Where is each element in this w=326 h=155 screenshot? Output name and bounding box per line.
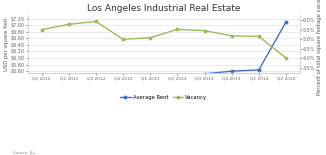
Average Rent xyxy=(284,21,288,23)
Legend: Average Rent, Vacancy: Average Rent, Vacancy xyxy=(120,95,207,100)
Average Rent xyxy=(257,69,261,71)
Vacancy xyxy=(67,23,71,25)
Vacancy xyxy=(148,37,152,39)
Line: Average Rent: Average Rent xyxy=(40,21,287,88)
Vacancy xyxy=(257,35,261,37)
Vacancy xyxy=(175,28,179,30)
Vacancy xyxy=(94,20,98,22)
Vacancy xyxy=(202,30,206,32)
Y-axis label: Percent of total square footage vacant: Percent of total square footage vacant xyxy=(317,0,322,95)
Vacancy xyxy=(121,38,125,40)
Average Rent xyxy=(121,82,125,84)
Average Rent xyxy=(148,80,152,82)
Title: Los Angeles Industrial Real Estate: Los Angeles Industrial Real Estate xyxy=(87,4,241,13)
Average Rent xyxy=(202,73,206,75)
Vacancy xyxy=(230,35,234,37)
Average Rent xyxy=(230,70,234,72)
Y-axis label: USD per square foot: USD per square foot xyxy=(4,17,9,71)
Average Rent xyxy=(67,84,71,86)
Text: Source: JLL: Source: JLL xyxy=(13,151,36,155)
Average Rent xyxy=(94,81,98,83)
Line: Vacancy: Vacancy xyxy=(40,20,287,59)
Average Rent xyxy=(40,86,44,88)
Vacancy xyxy=(40,29,44,31)
Vacancy xyxy=(284,57,288,59)
Average Rent xyxy=(175,75,179,77)
